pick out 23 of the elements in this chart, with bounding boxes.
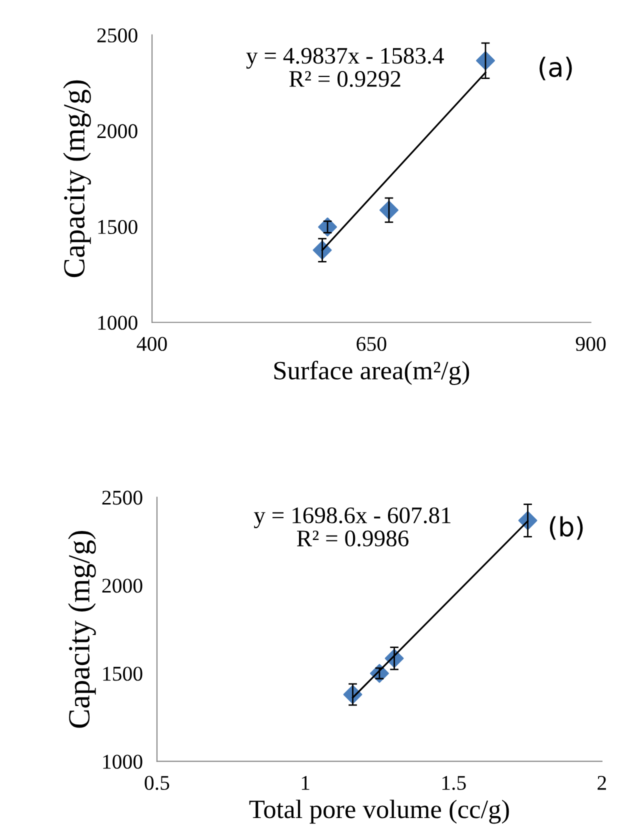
- x-axis-title: Surface area(m²/g): [274, 360, 470, 385]
- x-tick-label: 900: [576, 336, 606, 351]
- annotation: y = 4.9837x - 1583.4 R² = 0.9292: [246, 48, 444, 88]
- x-tick-label: 650: [356, 336, 386, 351]
- annotation: (a): [540, 56, 572, 80]
- x-tick-label: 400: [136, 336, 167, 351]
- annotation: y = 1698.6x - 607.81 R² = 0.9986: [254, 507, 450, 547]
- y-tick-label: 2500: [97, 28, 138, 42]
- y-tick-label: 2500: [102, 490, 142, 505]
- x-tick-label: 1.5: [442, 776, 466, 790]
- x-tick-label: 1: [302, 776, 310, 790]
- annotation: (b): [550, 516, 583, 540]
- y-tick-label: 2000: [97, 124, 138, 138]
- y-axis-title: Capacity (mg/g): [63, 80, 91, 278]
- x-tick-label: 0.5: [144, 776, 170, 790]
- y-tick-label: 1500: [98, 220, 138, 234]
- y-axis-title: Capacity (mg/g): [68, 530, 96, 728]
- y-tick-label: 1000: [98, 316, 138, 330]
- y-tick-label: 1000: [103, 754, 142, 769]
- y-tick-label: 2000: [102, 578, 142, 593]
- x-axis-title: Total pore volume (cc/g): [249, 800, 509, 824]
- x-tick-label: 2: [598, 776, 606, 790]
- y-tick-label: 1500: [103, 666, 142, 681]
